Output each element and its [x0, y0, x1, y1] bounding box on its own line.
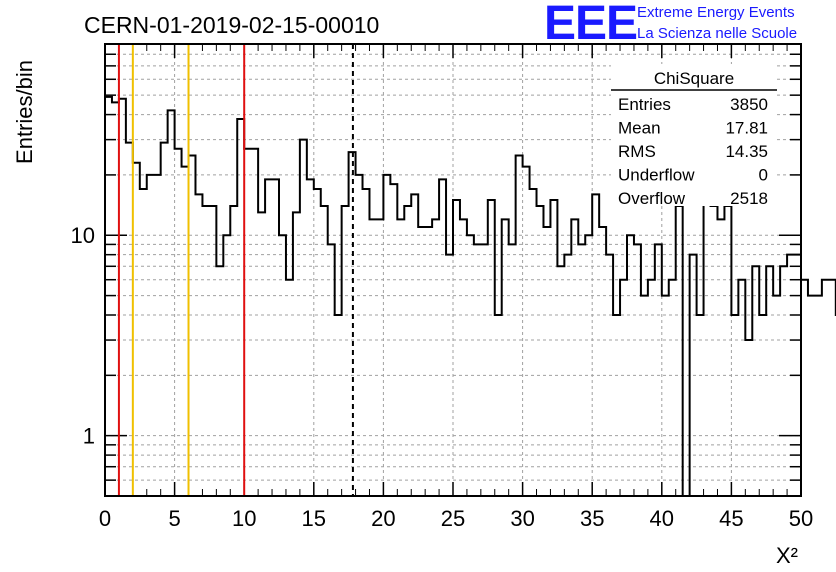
x-tick-label: 20: [371, 506, 395, 531]
axis-ticks: [104, 43, 802, 497]
tick-labels: 0 5 10 15 20 25 30 35 40 45 50 1 10: [71, 223, 814, 531]
histogram-line: [105, 95, 836, 497]
plot-title: CERN-01-2019-02-15-00010: [84, 12, 380, 38]
logo-line-1: Extreme Energy Events: [637, 4, 795, 21]
eee-logo: EEE: [544, 0, 638, 50]
y-tick-label: 10: [71, 223, 95, 248]
stats-box: ChiSquare Entries 3850 Mean 17.81 RMS 14.35 Und…: [611, 64, 777, 208]
plot-frame: [104, 43, 802, 497]
y-axis-label: Entries/bin: [12, 60, 37, 164]
x-tick-label: 35: [580, 506, 604, 531]
stats-row-value: 17.81: [725, 119, 768, 138]
stats-row-label: RMS: [618, 142, 656, 161]
stats-row-value: 3850: [730, 95, 768, 114]
x-tick-label: 40: [650, 506, 674, 531]
y-tick-label: 1: [83, 424, 95, 449]
x-tick-label: 25: [441, 506, 465, 531]
marker-lines: [117, 44, 354, 496]
stats-box-name: ChiSquare: [654, 69, 734, 88]
x-tick-label: 50: [789, 506, 813, 531]
x-tick-label: 30: [510, 506, 534, 531]
logo-line-2: La Scienza nelle Scuole: [637, 25, 798, 42]
stats-box-bg: [611, 64, 777, 206]
x-axis-label: X²: [776, 543, 798, 568]
stats-row-label: Mean: [618, 119, 661, 138]
x-tick-label: 10: [232, 506, 256, 531]
x-tick-label: 5: [168, 506, 180, 531]
x-tick-label: 45: [719, 506, 743, 531]
stats-row-label: Overflow: [618, 189, 686, 208]
x-tick-label: 0: [99, 506, 111, 531]
stats-row-label: Entries: [618, 95, 671, 114]
stats-row-value: 14.35: [725, 142, 768, 161]
stats-row-value: 2518: [730, 189, 768, 208]
x-tick-label: 15: [302, 506, 326, 531]
stats-row-value: 0: [759, 166, 768, 185]
stats-row-label: Underflow: [618, 166, 695, 185]
